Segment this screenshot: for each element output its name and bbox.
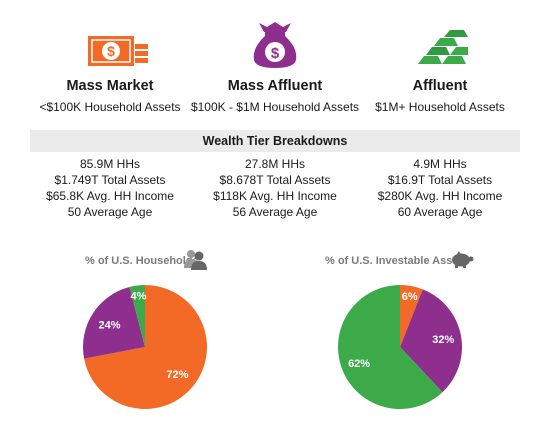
stat-total-assets: $8.678T Total Assets bbox=[219, 173, 331, 187]
stat-households: 4.9M HHs bbox=[413, 157, 467, 171]
stat-average-age: 60 Average Age bbox=[397, 205, 483, 219]
wealth-tier-banner: Wealth Tier Breakdowns bbox=[30, 130, 520, 152]
households-pie-chart: 72% 24% 4% bbox=[83, 285, 207, 409]
pie-label-affluent: 4% bbox=[131, 290, 147, 302]
svg-text:$: $ bbox=[107, 43, 115, 59]
pie-label-mass-affluent: 32% bbox=[432, 334, 454, 346]
stat-households: 85.9M HHs bbox=[79, 157, 141, 171]
stat-avg-income: $118K Avg. HH Income bbox=[213, 189, 337, 203]
tier-range-mass-market: <$100K Household Assets bbox=[39, 100, 181, 114]
tier-title-affluent: Affluent bbox=[412, 78, 468, 94]
pie-label-affluent: 62% bbox=[348, 358, 370, 370]
pie-slice-mass-affluent bbox=[83, 286, 145, 359]
pie-slice-mass-market bbox=[84, 285, 207, 409]
money-stack-icon: $ bbox=[88, 36, 148, 66]
pie-label-mass-affluent: 24% bbox=[99, 319, 121, 331]
svg-text:$: $ bbox=[271, 45, 280, 62]
tier-range-affluent: $1M+ Household Assets bbox=[375, 100, 505, 114]
stat-avg-income: $280K Avg. HH Income bbox=[377, 189, 503, 203]
stats-mass-affluent: 27.8M HHs $8.678T Total Assets $118K Avg… bbox=[185, 156, 365, 220]
stat-average-age: 56 Average Age bbox=[232, 205, 318, 219]
investable-assets-chart-title: % of U.S. Investable Assets bbox=[325, 255, 469, 267]
stats-mass-market: 85.9M HHs $1.749T Total Assets $65.8K Av… bbox=[20, 156, 200, 220]
people-icon bbox=[184, 250, 207, 270]
tier-title-mass-market: Mass Market bbox=[66, 78, 154, 94]
stat-total-assets: $16.9T Total Assets bbox=[387, 173, 493, 187]
pie-slice-affluent bbox=[337, 285, 443, 409]
gold-bars-icon bbox=[418, 30, 468, 64]
pie-slice-mass-market bbox=[400, 285, 423, 347]
pie-slice-mass-affluent bbox=[400, 289, 462, 393]
tier-range-mass-affluent: $100K - $1M Household Assets bbox=[190, 100, 360, 114]
investable-assets-pie-chart: 6% 32% 62% bbox=[337, 285, 462, 409]
pie-label-mass-market: 72% bbox=[166, 369, 188, 381]
stat-avg-income: $65.8K Avg. HH Income bbox=[46, 189, 174, 203]
banner-title: Wealth Tier Breakdowns bbox=[202, 134, 348, 148]
pie-label-mass-market: 6% bbox=[402, 291, 418, 303]
tier-title-mass-affluent: Mass Affluent bbox=[227, 78, 323, 94]
stat-average-age: 50 Average Age bbox=[67, 205, 153, 219]
households-chart-title: % of U.S. Households bbox=[85, 255, 199, 267]
stat-households: 27.8M HHs bbox=[244, 157, 306, 171]
piggy-bank-icon bbox=[452, 251, 474, 268]
stat-total-assets: $1.749T Total Assets bbox=[54, 173, 166, 187]
pie-slice-affluent bbox=[129, 285, 145, 347]
stats-affluent: 4.9M HHs $16.9T Total Assets $280K Avg. … bbox=[350, 156, 530, 220]
money-bag-icon: $ bbox=[253, 22, 297, 68]
